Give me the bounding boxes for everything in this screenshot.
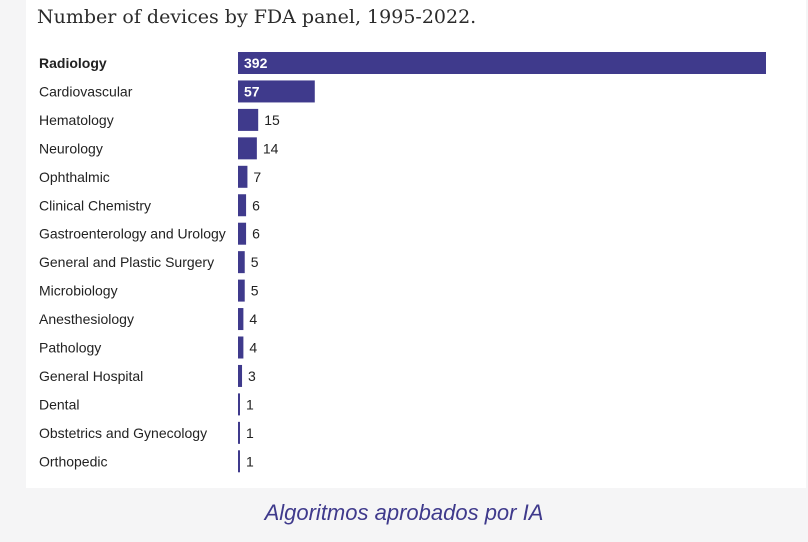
value-label: 1: [246, 453, 254, 469]
category-label: Gastroenterology and Urology: [39, 226, 226, 242]
category-label: Orthopedic: [39, 453, 107, 469]
category-label: Neurology: [39, 140, 103, 156]
value-label: 7: [253, 169, 261, 185]
value-label: 14: [263, 140, 279, 156]
bar: [238, 336, 244, 359]
value-label: 6: [252, 226, 260, 242]
category-label: General and Plastic Surgery: [39, 254, 214, 270]
category-label: Dental: [39, 396, 79, 412]
value-label: 57: [244, 83, 260, 99]
bar: [238, 308, 244, 331]
category-label: Ophthalmic: [39, 169, 110, 185]
category-label: General Hospital: [39, 368, 143, 384]
bar: [238, 251, 245, 274]
category-label: Pathology: [39, 340, 101, 356]
bar: [238, 364, 243, 387]
image-caption: Algoritmos aprobados por IA: [264, 500, 544, 525]
category-label: Clinical Chemistry: [39, 197, 151, 213]
category-label: Radiology: [39, 55, 107, 71]
bar: [238, 222, 247, 245]
value-label: 4: [249, 340, 257, 356]
bar: [238, 52, 766, 74]
category-label: Anesthesiology: [39, 311, 134, 327]
value-label: 3: [248, 368, 256, 384]
value-label: 392: [244, 55, 268, 71]
value-label: 5: [251, 254, 259, 270]
bar: [238, 279, 245, 302]
category-label: Obstetrics and Gynecology: [39, 425, 207, 441]
category-label: Cardiovascular: [39, 83, 133, 99]
bar: [238, 450, 240, 473]
bar: [238, 108, 259, 131]
value-label: 1: [246, 396, 254, 412]
value-label: 6: [252, 197, 260, 213]
value-label: 4: [249, 311, 257, 327]
bar: [238, 194, 247, 217]
bar: [238, 80, 315, 103]
value-label: 15: [264, 112, 280, 128]
value-label: 5: [251, 283, 259, 299]
chart-card: [26, 0, 806, 488]
bar: [238, 421, 240, 444]
bar: [238, 165, 248, 188]
value-label: 1: [246, 425, 254, 441]
category-label: Microbiology: [39, 283, 118, 299]
bar: [238, 137, 257, 160]
chart-title: Number of devices by FDA panel, 1995-202…: [37, 6, 477, 28]
category-label: Hematology: [39, 112, 114, 128]
bar: [238, 393, 240, 416]
